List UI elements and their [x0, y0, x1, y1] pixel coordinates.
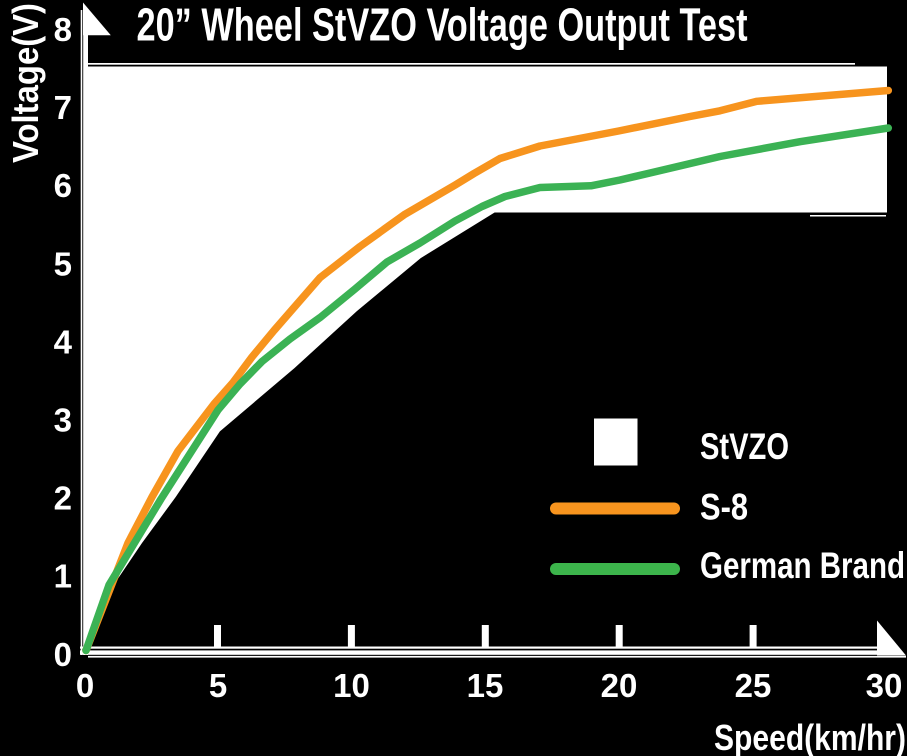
svg-text:20: 20 [601, 667, 638, 704]
svg-text:10: 10 [333, 667, 370, 704]
svg-text:German Brand: German Brand [700, 545, 905, 586]
svg-text:4: 4 [54, 323, 73, 360]
svg-text:StVZO: StVZO [700, 426, 789, 467]
svg-text:7: 7 [54, 89, 72, 126]
svg-text:6: 6 [54, 167, 72, 204]
svg-text:Speed(km/hr): Speed(km/hr) [714, 717, 906, 756]
svg-text:5: 5 [209, 667, 227, 704]
svg-text:0: 0 [76, 667, 94, 704]
svg-text:30: 30 [866, 667, 903, 704]
svg-text:15: 15 [467, 667, 504, 704]
svg-text:1: 1 [54, 558, 72, 595]
svg-text:25: 25 [735, 667, 772, 704]
svg-text:Voltage(V): Voltage(V) [5, 3, 46, 163]
svg-text:0: 0 [54, 636, 72, 673]
svg-text:5: 5 [54, 245, 72, 282]
svg-text:3: 3 [54, 402, 72, 439]
svg-text:8: 8 [54, 11, 72, 48]
svg-text:S-8: S-8 [700, 487, 748, 528]
svg-text:2: 2 [54, 480, 72, 517]
svg-text:20” Wheel StVZO Voltage Output: 20” Wheel StVZO Voltage Output Test [137, 0, 748, 51]
